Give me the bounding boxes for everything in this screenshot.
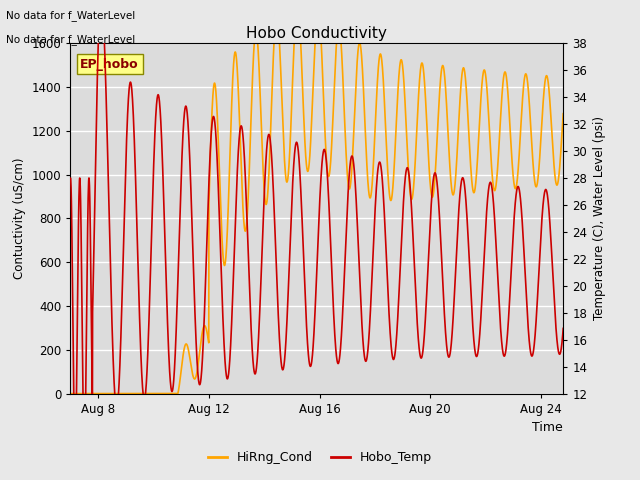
X-axis label: Time: Time	[532, 421, 563, 434]
Title: Hobo Conductivity: Hobo Conductivity	[246, 25, 387, 41]
Text: EP_hobo: EP_hobo	[80, 58, 139, 71]
Y-axis label: Temperature (C), Water Level (psi): Temperature (C), Water Level (psi)	[593, 116, 606, 321]
Y-axis label: Contuctivity (uS/cm): Contuctivity (uS/cm)	[13, 157, 26, 279]
Legend: HiRng_Cond, Hobo_Temp: HiRng_Cond, Hobo_Temp	[203, 446, 437, 469]
Text: No data for f_WaterLevel: No data for f_WaterLevel	[6, 10, 136, 21]
Text: No data for f_WaterLevel: No data for f_WaterLevel	[6, 34, 136, 45]
